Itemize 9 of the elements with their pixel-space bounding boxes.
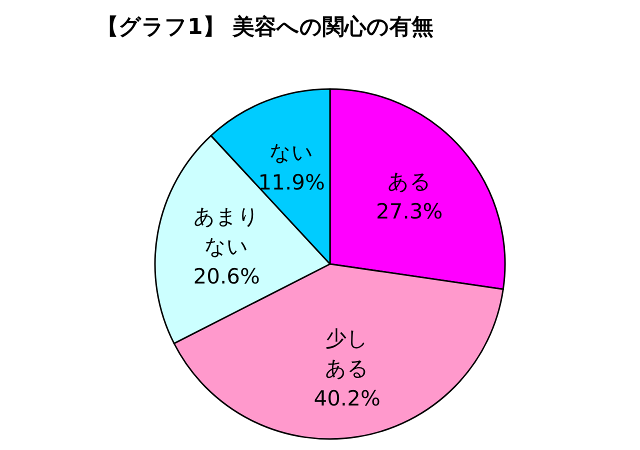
- chart-title: 【グラフ1】 美容への関心の有無: [96, 14, 434, 40]
- data-label: 11.9%: [258, 170, 326, 194]
- slice-label: ある: [387, 169, 432, 194]
- slice-label: ない: [270, 140, 314, 164]
- data-label: 20.6%: [193, 264, 260, 289]
- slice-label: 少しある: [325, 326, 370, 381]
- data-label: 27.3%: [376, 199, 443, 224]
- slice-label: あまりない: [194, 204, 260, 259]
- data-label: 40.2%: [314, 386, 380, 411]
